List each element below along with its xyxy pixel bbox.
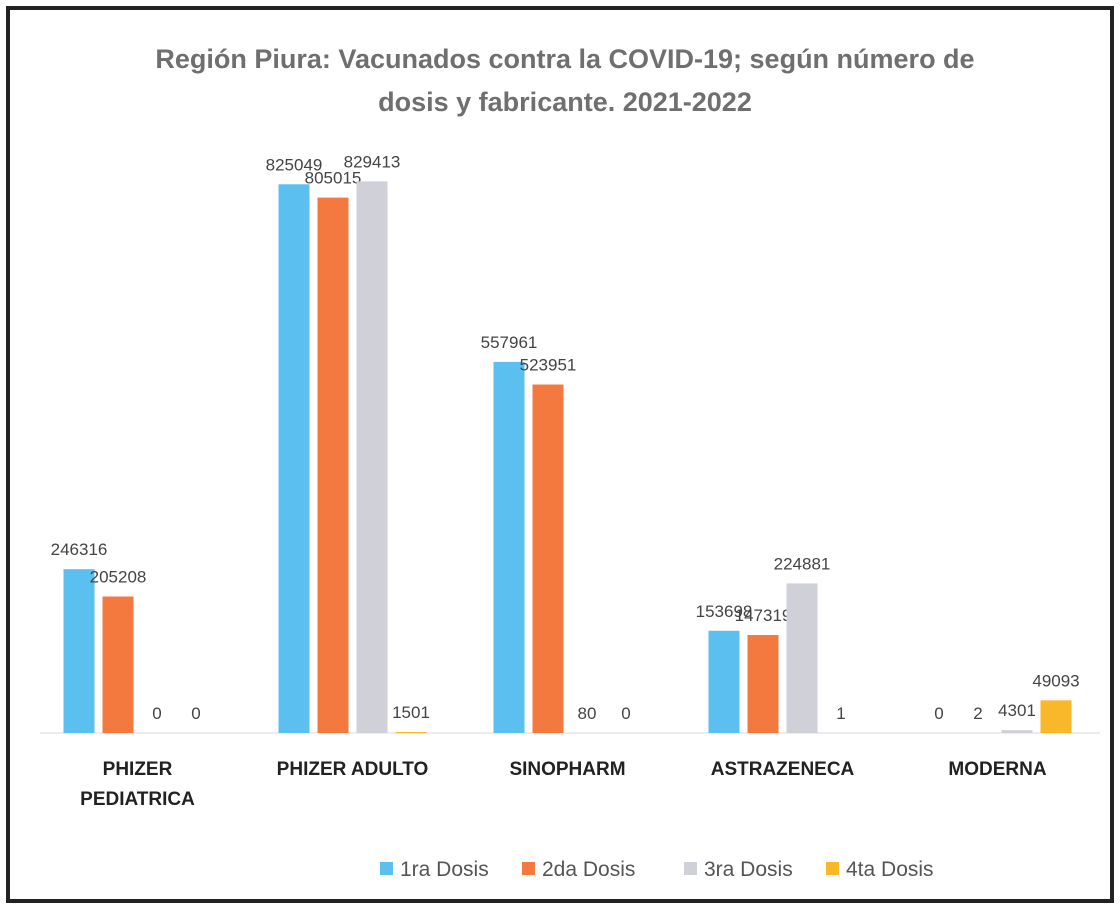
data-label: 2 [973,704,982,723]
data-label: 829413 [344,152,401,171]
x-tick-label: PHIZER ADULTO [276,759,429,780]
bar [102,596,134,733]
data-label: 205208 [90,568,147,587]
chart-title: Región Piura: Vacunados contra la COVID-… [155,44,975,117]
data-label: 1501 [392,703,430,722]
legend-swatch [826,862,839,875]
bar [356,181,388,734]
bar [278,184,310,733]
data-label: 0 [621,704,630,723]
bar [63,569,95,733]
data-label: 0 [934,704,943,723]
bar [708,630,740,733]
legend-label: 2da Dosis [542,858,635,881]
data-label: 246316 [51,540,108,559]
data-label: 523951 [520,356,577,375]
data-label: 0 [152,704,161,723]
data-label: 80 [578,704,597,723]
data-label: 147319 [735,606,792,625]
data-label: 557961 [481,333,538,352]
data-label: 4301 [998,701,1036,720]
legend-label: 4ta Dosis [846,858,934,881]
bar [317,197,349,734]
data-label: 0 [191,704,200,723]
legend-swatch [380,862,393,875]
bar [747,635,779,733]
legend-swatch [684,862,697,875]
data-label: 224881 [774,554,831,573]
x-tick-label: SINOPHARM [509,759,626,780]
legend-label: 3ra Dosis [704,858,793,881]
bar [1040,700,1072,733]
bar [1001,730,1033,733]
x-tick-label: PHIZER PEDIATRICA [80,759,195,810]
data-label: 153698 [696,602,753,621]
legend-label: 1ra Dosis [400,858,489,881]
data-label: 1 [836,704,845,723]
data-label: 805015 [305,169,362,188]
bar [493,361,525,733]
frame [6,6,1114,903]
legend-swatch [522,862,535,875]
bar [786,583,818,733]
bar [395,732,427,733]
x-tick-label: ASTRAZENECA [710,759,855,780]
data-label: 49093 [1032,671,1079,690]
x-tick-label: MODERNA [948,759,1047,780]
data-label: 825049 [266,155,323,174]
bar [532,384,564,733]
